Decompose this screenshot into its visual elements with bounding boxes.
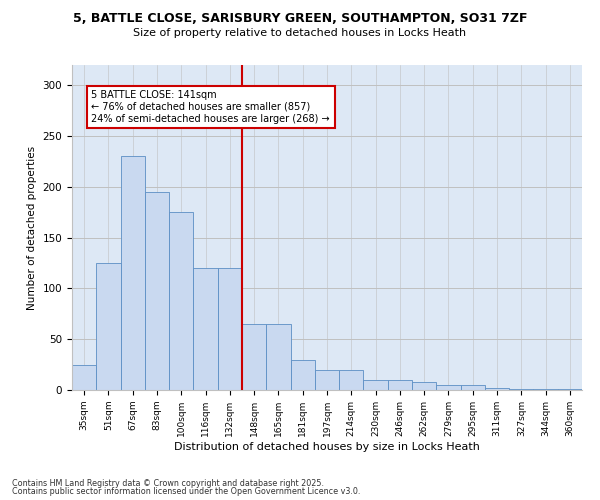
Bar xyxy=(121,156,145,390)
Bar xyxy=(388,380,412,390)
Bar xyxy=(509,389,533,390)
Bar xyxy=(242,324,266,390)
Bar xyxy=(315,370,339,390)
Bar xyxy=(96,263,121,390)
Bar xyxy=(290,360,315,390)
Bar xyxy=(72,364,96,390)
Y-axis label: Number of detached properties: Number of detached properties xyxy=(27,146,37,310)
Bar xyxy=(485,388,509,390)
Bar xyxy=(364,380,388,390)
Text: Contains public sector information licensed under the Open Government Licence v3: Contains public sector information licen… xyxy=(12,487,361,496)
Bar xyxy=(412,382,436,390)
Bar xyxy=(266,324,290,390)
Text: 5 BATTLE CLOSE: 141sqm
← 76% of detached houses are smaller (857)
24% of semi-de: 5 BATTLE CLOSE: 141sqm ← 76% of detached… xyxy=(91,90,330,124)
Bar xyxy=(339,370,364,390)
Bar xyxy=(461,385,485,390)
Text: Size of property relative to detached houses in Locks Heath: Size of property relative to detached ho… xyxy=(133,28,467,38)
Bar xyxy=(145,192,169,390)
Bar xyxy=(533,389,558,390)
Text: 5, BATTLE CLOSE, SARISBURY GREEN, SOUTHAMPTON, SO31 7ZF: 5, BATTLE CLOSE, SARISBURY GREEN, SOUTHA… xyxy=(73,12,527,26)
Text: Contains HM Land Registry data © Crown copyright and database right 2025.: Contains HM Land Registry data © Crown c… xyxy=(12,478,324,488)
Bar xyxy=(558,389,582,390)
Bar xyxy=(218,268,242,390)
Bar xyxy=(193,268,218,390)
X-axis label: Distribution of detached houses by size in Locks Heath: Distribution of detached houses by size … xyxy=(174,442,480,452)
Bar xyxy=(436,385,461,390)
Bar xyxy=(169,212,193,390)
